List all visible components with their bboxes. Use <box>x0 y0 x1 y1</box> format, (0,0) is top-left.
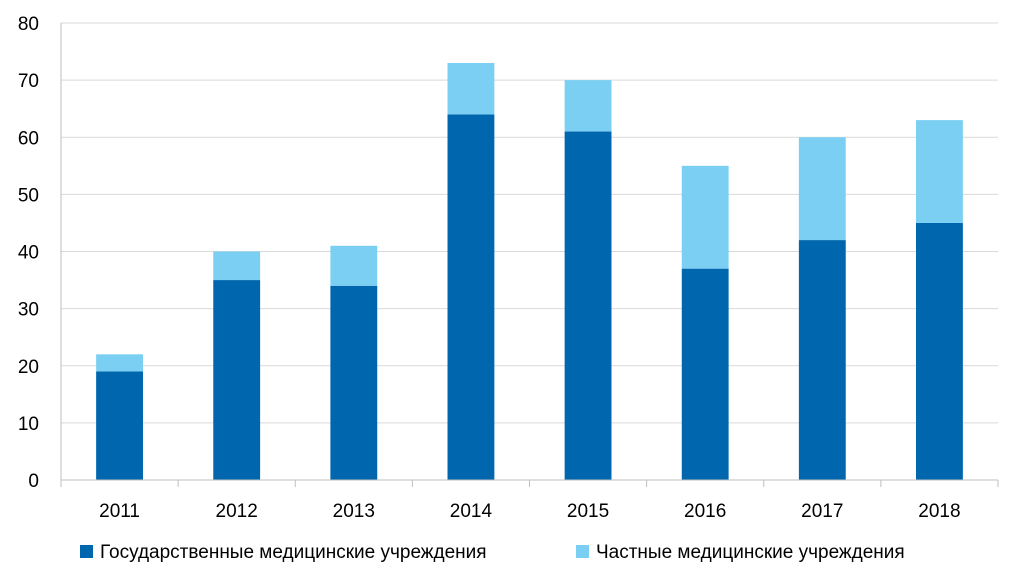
y-tick-label: 40 <box>18 243 39 264</box>
bars <box>96 62 963 481</box>
bar-private-2016 <box>681 165 729 269</box>
y-tick-label: 60 <box>18 128 39 149</box>
legend-swatch <box>576 545 589 558</box>
bar-private-2013 <box>330 245 378 286</box>
x-tick-label: 2016 <box>684 501 726 522</box>
x-tick-label: 2014 <box>450 501 493 522</box>
y-tick-label: 20 <box>18 357 39 378</box>
bar-public-2018 <box>916 222 963 480</box>
bar-public-2015 <box>564 131 612 480</box>
x-tick-label: 2012 <box>216 501 258 522</box>
legend-label: Частные медицинские учреждения <box>596 542 905 563</box>
y-tick-label: 80 <box>18 14 39 35</box>
bar-public-2017 <box>798 240 846 480</box>
legend-swatch <box>80 545 93 558</box>
bar-private-2014 <box>447 62 495 115</box>
y-tick-label: 10 <box>18 414 39 435</box>
x-tick-label: 2011 <box>99 501 140 522</box>
bar-public-2014 <box>447 114 495 481</box>
bar-private-2017 <box>798 137 846 241</box>
y-tick-label: 0 <box>28 471 39 492</box>
legend-label: Государственные медицинские учреждения <box>100 542 487 563</box>
y-tick-label: 50 <box>18 185 39 206</box>
bar-public-2011 <box>96 371 143 480</box>
bar-public-2012 <box>213 280 261 480</box>
bar-public-2013 <box>330 285 378 480</box>
x-tick-label: 2015 <box>567 501 609 522</box>
y-axis-tick-labels: 0 10 20 30 40 50 60 70 80 <box>18 14 39 492</box>
legend: Государственные медицинские учреждения Ча… <box>80 542 905 563</box>
y-tick-label: 30 <box>18 300 39 321</box>
axes <box>60 23 999 487</box>
bar-private-2011 <box>96 354 143 372</box>
bar-private-2012 <box>213 251 261 281</box>
bar-public-2016 <box>681 268 729 480</box>
y-tick-label: 70 <box>18 71 39 92</box>
bar-private-2018 <box>916 120 963 223</box>
x-tick-label: 2013 <box>333 501 375 522</box>
x-tick-label: 2018 <box>918 501 960 522</box>
bar-private-2015 <box>564 80 612 132</box>
x-tick-label: 2017 <box>801 501 843 522</box>
x-axis-tick-labels: 2011 2012 2013 2014 2015 2016 2017 2018 <box>99 501 960 522</box>
grid-lines <box>61 22 998 424</box>
